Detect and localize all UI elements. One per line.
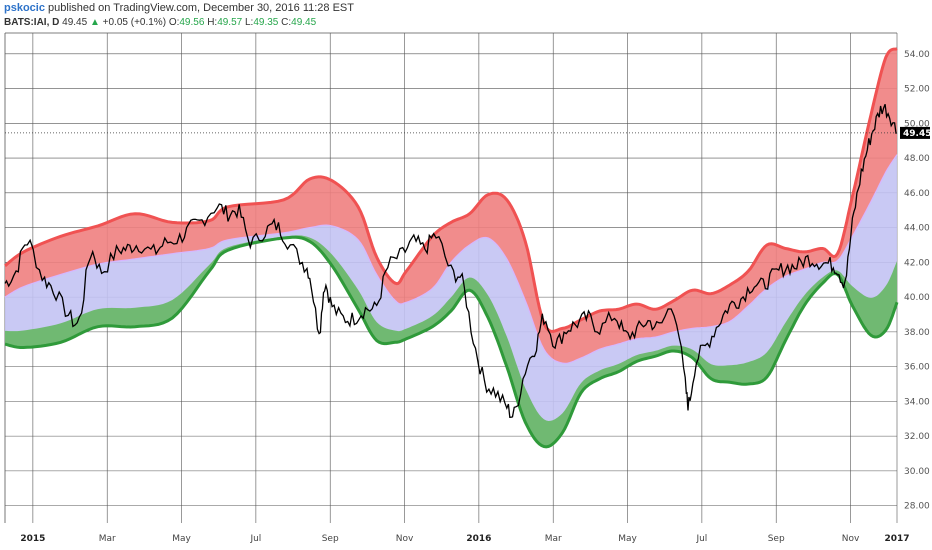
low-value: 49.35 bbox=[253, 17, 279, 28]
y-tick-label-7: 42.00 bbox=[904, 258, 930, 268]
last-price-label: 49.45 bbox=[903, 129, 931, 139]
y-tick-label-9: 46.00 bbox=[904, 189, 930, 199]
x-tick-label-2: May bbox=[172, 534, 191, 544]
x-tick-label-1: Mar bbox=[99, 534, 116, 544]
x-tick-label-0: 2015 bbox=[20, 534, 45, 544]
band-fills bbox=[5, 48, 897, 447]
price-change: +0.05 (+0.1%) bbox=[102, 17, 167, 28]
publish-line: pskocic published on TradingView.com, De… bbox=[4, 2, 354, 14]
y-tick-label-4: 36.00 bbox=[904, 363, 930, 373]
x-tick-label-8: May bbox=[618, 534, 637, 544]
y-tick-label-10: 48.00 bbox=[904, 154, 930, 164]
y-tick-label-12: 52.00 bbox=[904, 85, 930, 95]
symbol-label[interactable]: BATS:IAI, D bbox=[4, 17, 60, 28]
y-tick-label-11: 50.00 bbox=[904, 119, 930, 129]
x-tick-label-7: Mar bbox=[545, 534, 562, 544]
y-tick-label-3: 34.00 bbox=[904, 397, 930, 407]
y-tick-label-2: 32.00 bbox=[904, 432, 930, 442]
close-label: C: bbox=[281, 17, 292, 28]
y-tick-label-13: 54.00 bbox=[904, 50, 930, 60]
ohlc-line: BATS:IAI, D 49.45 ▲ +0.05 (+0.1%) O:49.5… bbox=[4, 17, 316, 28]
up-arrow-icon: ▲ bbox=[89, 17, 100, 28]
author-link[interactable]: pskocic bbox=[4, 2, 45, 14]
high-label: H: bbox=[207, 17, 218, 28]
x-tick-label-12: 2017 bbox=[884, 534, 909, 544]
close-value: 49.45 bbox=[291, 17, 317, 28]
open-value: 49.56 bbox=[179, 17, 205, 28]
published-text: published on TradingView.com, December 3… bbox=[44, 2, 354, 14]
x-tick-label-9: Jul bbox=[695, 534, 707, 544]
high-value: 49.57 bbox=[217, 17, 243, 28]
y-tick-label-5: 38.00 bbox=[904, 328, 930, 338]
chart-header: pskocic published on TradingView.com, De… bbox=[4, 0, 904, 30]
x-tick-label-11: Nov bbox=[842, 534, 860, 544]
x-tick-label-6: 2016 bbox=[466, 534, 491, 544]
x-tick-label-3: Jul bbox=[249, 534, 261, 544]
x-tick-label-4: Sep bbox=[322, 534, 339, 544]
x-tick-label-5: Nov bbox=[396, 534, 414, 544]
last-price-tag bbox=[900, 126, 930, 139]
lower-band-line bbox=[4, 235, 899, 449]
chart-axes: 28.00 30.00 32.00 34.00 36.00 38.00 40.00 42.00… bbox=[20, 50, 931, 544]
open-label: O: bbox=[168, 17, 180, 28]
x-tick-label-10: Sep bbox=[768, 534, 785, 544]
y-tick-label-8: 44.00 bbox=[904, 224, 930, 234]
y-tick-label-0: 28.00 bbox=[904, 502, 930, 512]
price-line bbox=[4, 103, 898, 418]
last-price: 49.45 bbox=[62, 17, 88, 28]
band-lines bbox=[4, 47, 899, 449]
y-tick-label-1: 30.00 bbox=[904, 467, 930, 477]
y-tick-label-6: 40.00 bbox=[904, 293, 930, 303]
low-label: L: bbox=[245, 17, 254, 28]
middle-band-line bbox=[4, 154, 898, 365]
